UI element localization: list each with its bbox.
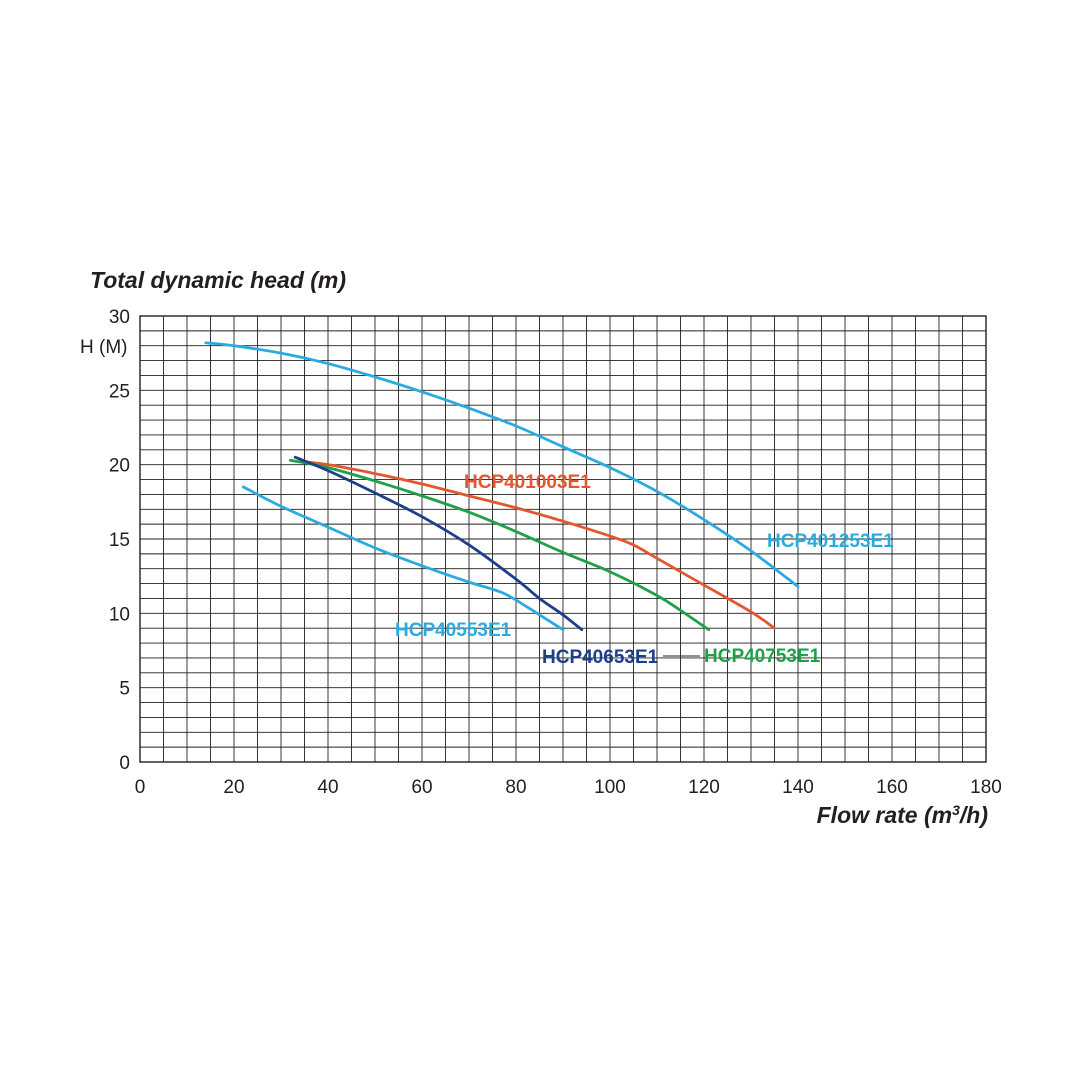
- series-line-HCP40653E1: [293, 455, 584, 632]
- series-label-HCP401253E1: HCP401253E1: [767, 531, 894, 552]
- x-tick-label: 60: [411, 777, 432, 798]
- y-tick-label: 25: [109, 381, 130, 402]
- series-line-HCP401253E1: [204, 341, 800, 588]
- y-tick-label: 20: [109, 456, 130, 477]
- series-line-HCP40753E1: [289, 458, 711, 632]
- x-axis-label: Flow rate (m3/h): [817, 802, 988, 828]
- series-line-HCP40553E1: [242, 485, 565, 632]
- y-tick-label: 5: [119, 679, 130, 700]
- series-label-HCP40553E1: HCP40553E1: [395, 620, 512, 641]
- x-tick-label: 100: [594, 777, 626, 798]
- series-lines: [204, 341, 800, 632]
- series-label-HCP40653E1: HCP40653E1: [542, 647, 659, 668]
- y-tick-label: 30: [109, 307, 130, 328]
- chart-title: Total dynamic head (m): [90, 267, 346, 293]
- series-label-HCP40753E1: HCP40753E1: [704, 646, 821, 667]
- x-tick-label: 0: [135, 777, 146, 798]
- x-tick-label: 140: [782, 777, 814, 798]
- y-tick-label: 15: [109, 530, 130, 551]
- series-label-HCP401003E1: HCP401003E1: [464, 472, 591, 493]
- x-tick-label: 20: [223, 777, 244, 798]
- y-tick-label: 0: [119, 753, 130, 774]
- y-axis-label: H (M): [80, 337, 127, 358]
- y-tick-label: 10: [109, 604, 130, 625]
- series-labels: HCP401253E1 HCP401003E1 HCP40753E1 HCP40…: [395, 472, 894, 668]
- y-axis-ticks: 0 5 10 15 20 25 30: [109, 307, 130, 774]
- x-tick-label: 80: [505, 777, 526, 798]
- series-line-HCP401003E1: [303, 460, 776, 630]
- x-tick-label: 160: [876, 777, 908, 798]
- x-tick-label: 120: [688, 777, 720, 798]
- plot-frame: [139, 315, 987, 763]
- x-tick-label: 40: [317, 777, 338, 798]
- x-axis-ticks: 0 20 40 60 80 100 120 140 160 180: [135, 777, 1002, 798]
- x-tick-label: 180: [970, 777, 1002, 798]
